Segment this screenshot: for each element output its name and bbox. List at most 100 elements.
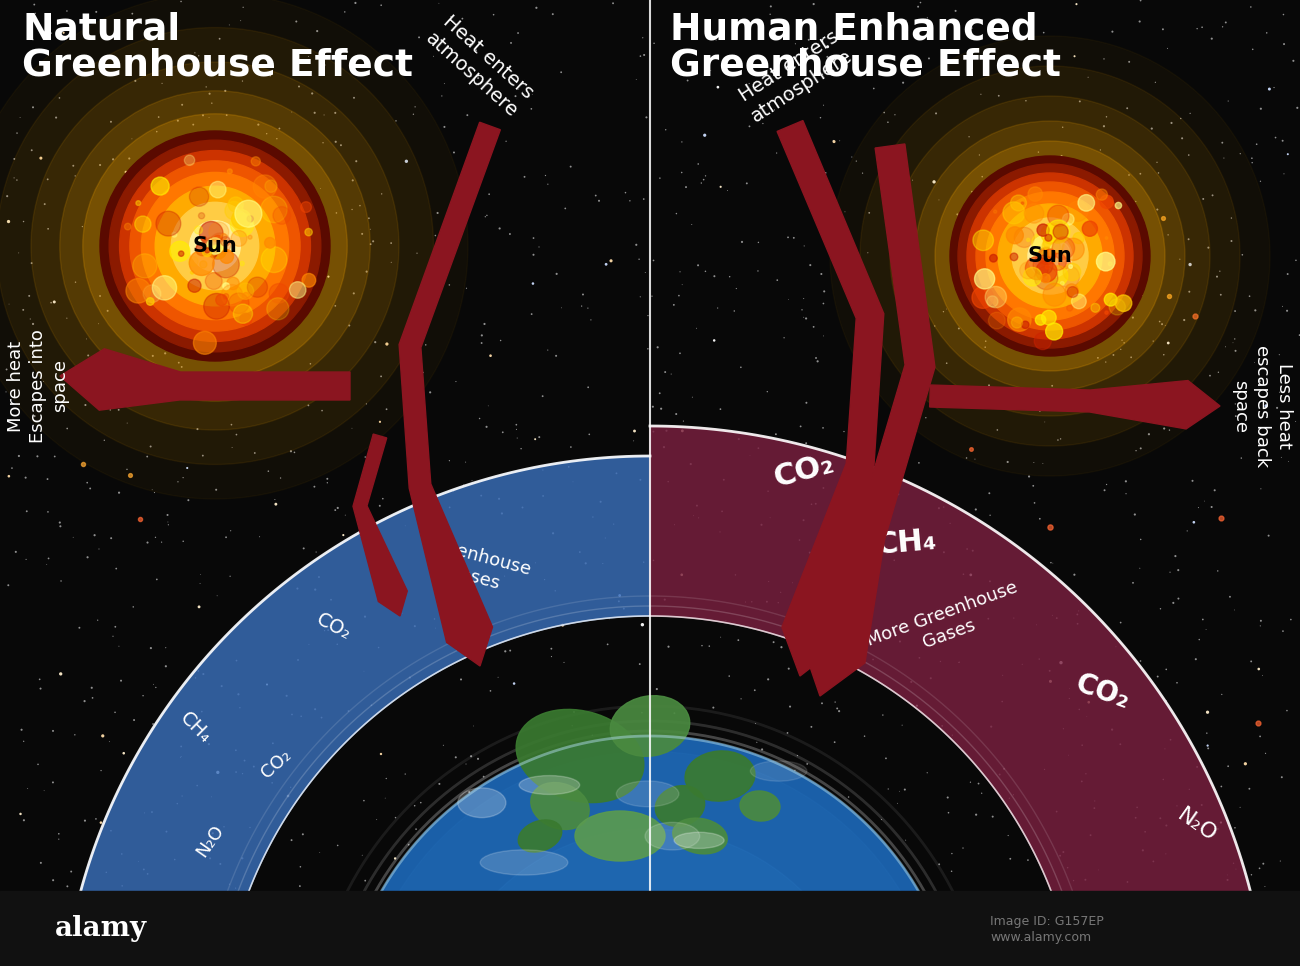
Point	[991, 331, 1011, 347]
Circle shape	[231, 231, 247, 246]
Polygon shape	[930, 381, 1219, 429]
Point	[34, 374, 55, 389]
Point	[1225, 602, 1245, 617]
Circle shape	[1027, 239, 1030, 242]
Point	[79, 481, 100, 497]
Point	[1063, 567, 1084, 582]
Circle shape	[1058, 257, 1071, 269]
Point	[654, 440, 675, 455]
Point	[1178, 148, 1199, 163]
Point	[686, 497, 707, 513]
Circle shape	[1041, 273, 1050, 283]
Point	[1076, 709, 1097, 724]
Point	[1048, 342, 1069, 357]
Circle shape	[109, 140, 321, 352]
Point	[1273, 623, 1294, 639]
Point	[1156, 693, 1176, 708]
Point	[928, 500, 949, 516]
Point	[992, 170, 1013, 185]
Point	[108, 383, 129, 398]
Point	[306, 544, 326, 559]
Point	[281, 833, 302, 848]
Point	[1030, 403, 1050, 418]
Circle shape	[1028, 186, 1043, 201]
Point	[221, 417, 242, 433]
Point	[719, 269, 740, 284]
Point	[1065, 48, 1086, 64]
Point	[226, 427, 247, 442]
Point	[978, 611, 998, 626]
Circle shape	[1028, 234, 1072, 278]
Point	[854, 728, 875, 744]
Point	[455, 756, 476, 772]
Circle shape	[251, 156, 260, 166]
Point	[646, 681, 667, 696]
Point	[325, 105, 346, 121]
Point	[458, 818, 478, 834]
Point	[511, 440, 532, 456]
Point	[499, 226, 520, 242]
Point	[432, 88, 452, 103]
Point	[109, 485, 130, 500]
Point	[537, 342, 558, 357]
Point	[370, 369, 391, 384]
Circle shape	[935, 141, 1165, 371]
Point	[905, 276, 926, 292]
Circle shape	[100, 131, 330, 361]
Point	[226, 653, 247, 668]
Point	[758, 671, 779, 687]
Point	[819, 571, 840, 586]
Point	[1078, 70, 1098, 85]
Point	[265, 197, 286, 213]
Point	[827, 700, 848, 716]
Point	[949, 321, 970, 336]
Point	[1043, 555, 1063, 571]
Point	[697, 752, 718, 767]
Point	[1251, 613, 1271, 629]
Point	[188, 599, 209, 614]
Point	[96, 865, 117, 880]
Point	[277, 212, 298, 227]
Point	[124, 712, 144, 727]
Point	[152, 75, 173, 91]
Point	[525, 555, 546, 571]
Point	[656, 423, 677, 439]
Circle shape	[1008, 308, 1031, 331]
Point	[1040, 156, 1061, 171]
Point	[412, 848, 433, 864]
Point	[863, 873, 884, 889]
Point	[896, 256, 916, 271]
Point	[1028, 202, 1049, 217]
Point	[975, 339, 996, 355]
Point	[157, 507, 178, 523]
Point	[1212, 687, 1232, 702]
Point	[107, 230, 127, 245]
Point	[957, 541, 978, 556]
Point	[606, 722, 627, 737]
Point	[172, 97, 192, 112]
Point	[811, 586, 832, 602]
Point	[858, 628, 879, 643]
Point	[848, 570, 868, 585]
Point	[858, 245, 879, 261]
Point	[73, 456, 94, 471]
Point	[1166, 798, 1187, 813]
Point	[560, 440, 581, 455]
Point	[1277, 303, 1297, 319]
Point	[780, 87, 801, 102]
Point	[459, 784, 480, 800]
Point	[1132, 842, 1153, 858]
Circle shape	[265, 180, 277, 192]
Point	[156, 824, 177, 839]
Point	[1152, 317, 1173, 332]
Point	[1222, 335, 1243, 351]
Point	[777, 725, 798, 741]
Circle shape	[254, 175, 277, 198]
Point	[1018, 852, 1039, 867]
Point	[779, 661, 800, 676]
Point	[473, 769, 494, 784]
Circle shape	[178, 251, 183, 256]
Point	[1153, 210, 1174, 225]
Point	[12, 722, 32, 737]
Point	[1084, 801, 1105, 816]
